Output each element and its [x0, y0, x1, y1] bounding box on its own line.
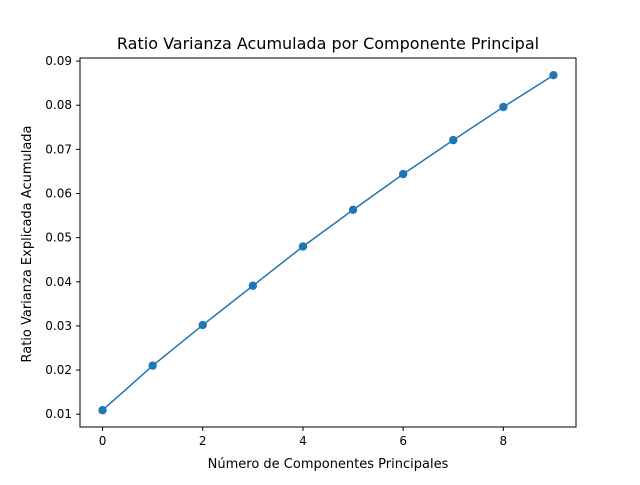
y-axis-ticks: 0.01 0.02 0.03 0.04 0.05 0.06 0.07 0.08 0.09 — [45, 54, 80, 421]
data-point — [398, 169, 408, 179]
data-point — [499, 102, 508, 112]
axes-frame — [79, 57, 577, 428]
y-tick-label: 0.08 — [45, 98, 72, 112]
data-point — [298, 242, 308, 251]
x-axis-label: Número de Componentes Principales — [208, 457, 449, 472]
y-tick-label: 0.09 — [45, 54, 72, 68]
data-point — [348, 205, 358, 215]
data-point — [248, 281, 258, 290]
x-tick-label: 0 — [99, 434, 107, 448]
plot-area — [98, 71, 558, 415]
x-tick-label: 6 — [399, 434, 407, 448]
y-axis-label: Ratio Varianza Explicada Acumulada — [20, 125, 35, 362]
x-tick-label: 2 — [199, 434, 207, 448]
y-tick-label: 0.01 — [45, 407, 72, 421]
x-tick-label: 4 — [299, 434, 307, 448]
y-tick-label: 0.05 — [45, 231, 72, 245]
x-tick-label: 8 — [500, 434, 508, 448]
data-point — [449, 135, 458, 145]
y-tick-label: 0.03 — [45, 319, 72, 333]
y-tick-label: 0.06 — [45, 187, 72, 201]
data-point — [98, 406, 107, 415]
series-line — [102, 74, 554, 411]
y-tick-label: 0.04 — [45, 275, 72, 289]
chart-title: Ratio Varianza Acumulada por Componente … — [117, 34, 539, 53]
y-tick-label: 0.02 — [45, 363, 72, 377]
data-point — [148, 361, 157, 370]
y-tick-label: 0.07 — [45, 142, 72, 156]
data-point — [549, 71, 558, 80]
data-point — [198, 320, 207, 330]
x-axis-ticks: 0 2 4 6 8 — [99, 427, 507, 448]
